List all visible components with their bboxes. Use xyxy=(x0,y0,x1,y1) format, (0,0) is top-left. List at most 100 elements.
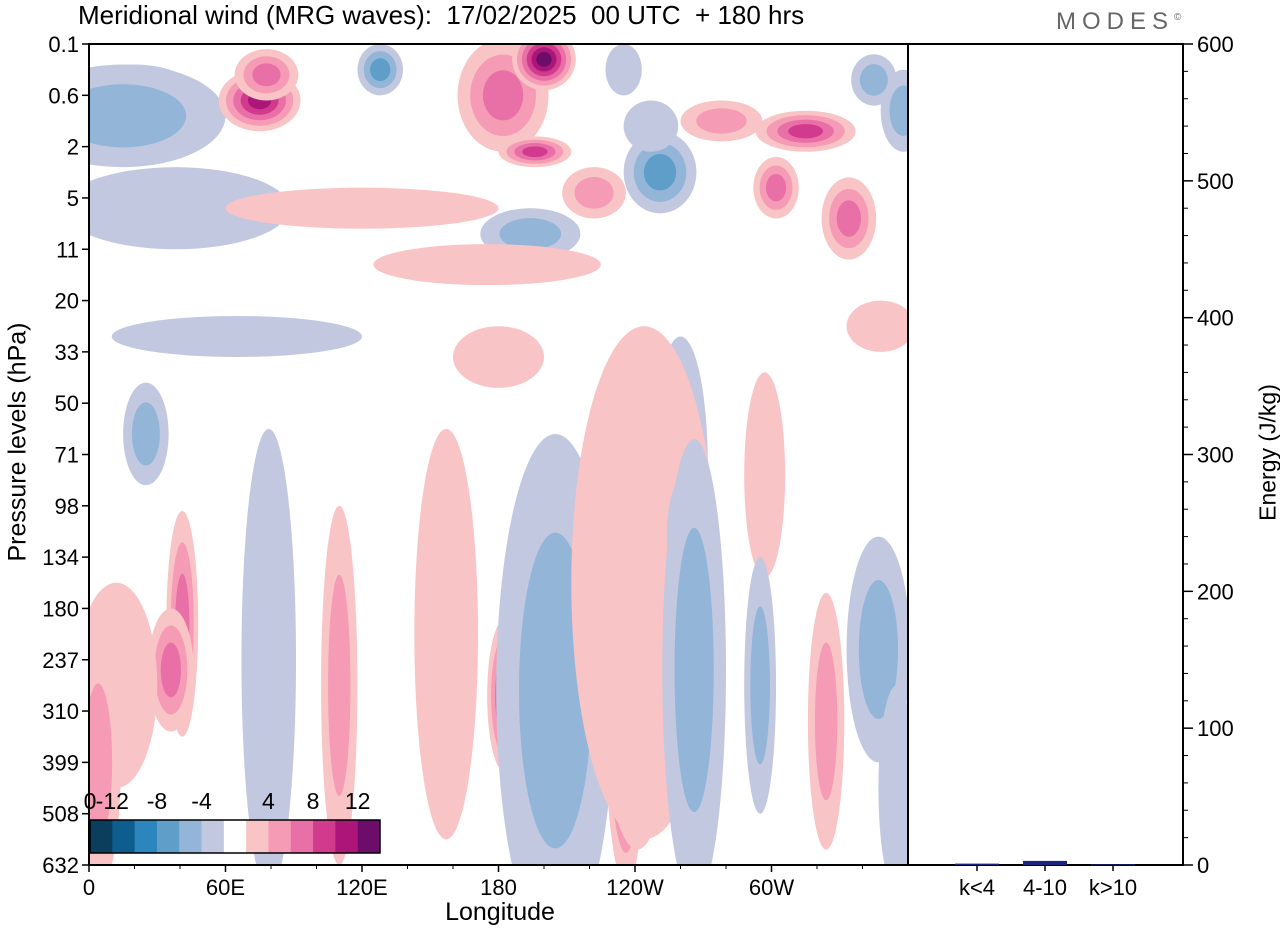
energy-tick-label: 600 xyxy=(1197,32,1234,57)
y-tick-label: 399 xyxy=(42,750,79,775)
contour-band xyxy=(414,429,478,840)
y-tick-label: 50 xyxy=(55,391,79,416)
contour-blob xyxy=(414,429,478,840)
contour-blob xyxy=(808,593,844,850)
energy-frame xyxy=(908,44,1183,865)
y-tick-label: 0.6 xyxy=(48,83,79,108)
energy-category-label: k>10 xyxy=(1089,875,1137,900)
contour-blob xyxy=(662,439,726,901)
y-tick-label: 2 xyxy=(67,135,79,160)
contour-band xyxy=(750,606,770,764)
contour-band xyxy=(373,244,601,285)
energy-tick-label: 300 xyxy=(1197,443,1234,468)
contour-blob xyxy=(744,372,785,577)
contour-band xyxy=(605,44,641,95)
contour-band xyxy=(696,108,746,133)
contour-blob xyxy=(112,316,362,357)
x-tick-label: 180 xyxy=(480,875,517,900)
contour-blob xyxy=(605,44,641,95)
contour-band xyxy=(328,575,350,796)
contour-band xyxy=(574,177,613,209)
contour-blob xyxy=(562,167,626,218)
contour-blob xyxy=(756,111,856,152)
contour-blob xyxy=(357,44,403,95)
colorbar-swatch xyxy=(112,820,135,853)
energy-tick-label: 100 xyxy=(1197,716,1234,741)
contour-blob xyxy=(453,326,544,388)
contour-band xyxy=(624,100,679,151)
contour-band xyxy=(453,326,544,388)
energy-category-label: k<4 xyxy=(959,875,995,900)
colorbar-swatch xyxy=(358,820,381,853)
contour-blob xyxy=(681,100,763,141)
contour-band xyxy=(766,174,786,201)
contour-blob xyxy=(21,65,226,168)
contour-band xyxy=(744,372,785,577)
x-tick-label: 0 xyxy=(83,875,95,900)
colorbar-tick-label: -4 xyxy=(191,788,211,815)
contour-band xyxy=(226,188,499,229)
contour-blob xyxy=(235,49,299,100)
contour-blob xyxy=(123,383,169,486)
contour-band xyxy=(837,200,861,236)
energy-bar xyxy=(1023,861,1067,865)
energy-axis-label: Energy (J/kg) xyxy=(1255,353,1280,553)
y-tick-label: 134 xyxy=(42,545,79,570)
logo-text: MODES xyxy=(1056,8,1174,35)
colorbar-swatch xyxy=(246,820,269,853)
y-tick-label: 11 xyxy=(56,237,79,262)
colorbar xyxy=(90,820,381,853)
contour-blob xyxy=(226,188,499,229)
contour-blob xyxy=(822,177,877,259)
contour-blob xyxy=(851,54,897,105)
y-tick-label: 71 xyxy=(55,443,79,468)
contour-blob xyxy=(624,100,679,151)
y-tick-label: 5 xyxy=(67,186,79,211)
y-tick-label: 180 xyxy=(42,596,79,621)
contour-band xyxy=(60,84,186,147)
x-tick-label: 120E xyxy=(336,875,387,900)
energy-tick-label: 200 xyxy=(1197,579,1234,604)
colorbar-tick-label: 0 xyxy=(84,788,97,815)
energy-tick-label: 400 xyxy=(1197,306,1234,331)
contour-band xyxy=(815,642,837,800)
contour-blob xyxy=(847,301,915,352)
brand-logo: MODES© xyxy=(1056,8,1181,36)
colorbar-tick-label: -8 xyxy=(147,788,167,815)
y-tick-label: 632 xyxy=(42,853,79,878)
contour-band xyxy=(161,643,181,698)
x-tick-label: 120W xyxy=(606,875,664,900)
chart-title: Meridional wind (MRG waves): 17/02/2025 … xyxy=(78,0,804,31)
y-tick-label: 508 xyxy=(42,802,79,827)
colorbar-swatch xyxy=(291,820,314,853)
contour-band xyxy=(522,146,547,157)
contour-blob xyxy=(512,29,576,91)
contour-band xyxy=(860,64,888,96)
contour-band xyxy=(252,63,280,86)
energy-bar-panel: k<4 4-10 k>10 xyxy=(955,861,1137,900)
colorbar-tick-label: 12 xyxy=(345,788,371,815)
colorbar-swatch xyxy=(157,820,180,853)
x-axis-label: Longitude xyxy=(380,898,620,927)
colorbar-tick-label: -12 xyxy=(96,788,129,815)
contour-band xyxy=(878,685,914,890)
colorbar-swatch xyxy=(179,820,202,853)
colorbar-swatch xyxy=(202,820,225,853)
contour-blob xyxy=(744,557,776,814)
colorbar-swatch xyxy=(268,820,291,853)
y-tick-label: 33 xyxy=(55,340,79,365)
contour-blob xyxy=(753,157,799,219)
x-tick-label: 60W xyxy=(749,875,794,900)
y-axis-label: Pressure levels (hPa) xyxy=(4,342,33,562)
colorbar-swatch xyxy=(313,820,336,853)
colorbar-swatch xyxy=(335,820,358,853)
y-tick-label: 237 xyxy=(42,648,79,673)
energy-category-label: 4-10 xyxy=(1023,875,1067,900)
energy-tick-label: 500 xyxy=(1197,169,1234,194)
contour-blob xyxy=(499,136,572,167)
energy-bar xyxy=(955,864,999,865)
logo-mark: © xyxy=(1174,12,1181,23)
contour-band xyxy=(644,154,676,190)
